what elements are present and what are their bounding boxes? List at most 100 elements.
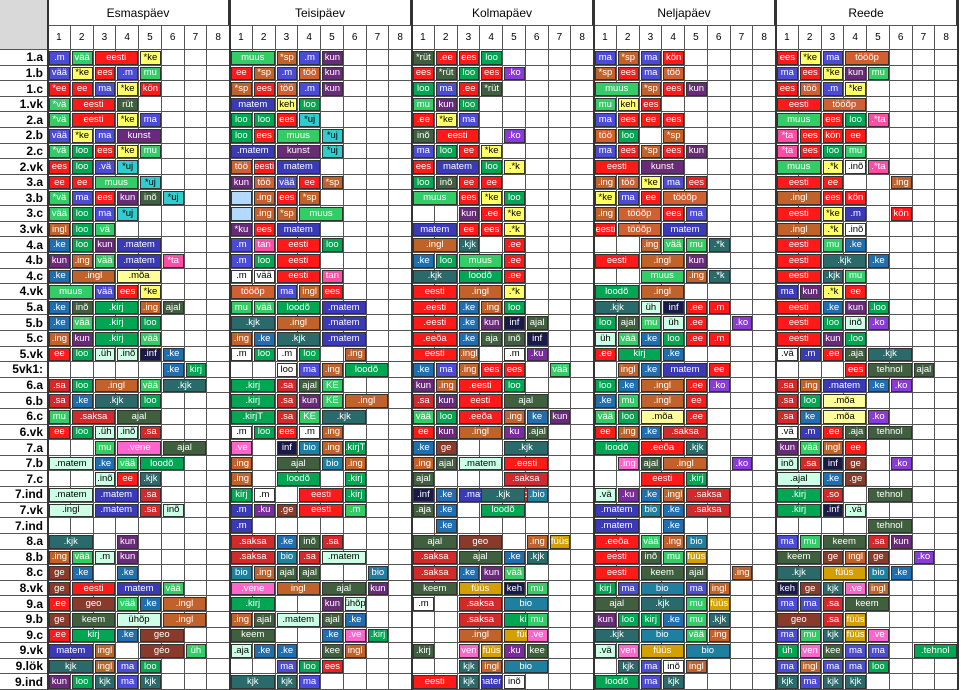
lesson-block[interactable]: mu (140, 66, 161, 81)
lesson-block[interactable]: mu (617, 394, 639, 409)
lesson-block[interactable]: .m (231, 425, 252, 440)
lesson-block[interactable]: eesti (777, 97, 821, 112)
lesson-block[interactable]: kun (49, 253, 70, 268)
lesson-block[interactable]: matem (276, 222, 320, 237)
lesson-block[interactable]: bio (640, 581, 684, 596)
lesson-block[interactable]: ee (49, 425, 70, 440)
lesson-block[interactable]: .ke (71, 394, 93, 409)
lesson-block[interactable]: bio (640, 503, 662, 518)
lesson-block[interactable]: ees (504, 363, 525, 377)
lesson-block[interactable]: kirj (595, 581, 616, 596)
lesson-block[interactable]: tööõp (617, 207, 662, 221)
lesson-block[interactable]: kön (822, 129, 844, 143)
lesson-block[interactable]: .ing (322, 425, 343, 440)
lesson-block[interactable]: ees (481, 66, 502, 81)
lesson-block[interactable]: .m (344, 503, 366, 518)
lesson-block[interactable]: tööõp (617, 222, 662, 237)
lesson-block[interactable]: eesti (413, 675, 457, 689)
lesson-block[interactable]: *ke (71, 129, 93, 143)
lesson-block[interactable]: füüs (458, 581, 502, 596)
lesson-block[interactable]: *vä (49, 191, 70, 206)
lesson-block[interactable]: loo (71, 144, 93, 159)
lesson-block[interactable]: mu (413, 97, 434, 112)
lesson-block[interactable]: .aja (845, 347, 866, 362)
lesson-block[interactable]: .kirjT (231, 410, 275, 424)
lesson-block[interactable]: ees (845, 363, 866, 377)
lesson-block[interactable]: vää (117, 597, 138, 611)
lesson-block[interactable]: *uj (322, 129, 343, 143)
lesson-block[interactable]: keem (71, 612, 116, 627)
lesson-block[interactable]: .*k (822, 222, 844, 237)
lesson-block[interactable]: füüs (845, 612, 866, 627)
lesson-block[interactable]: .ee (822, 347, 844, 362)
lesson-block[interactable]: .ing (686, 269, 707, 284)
lesson-block[interactable]: .m (708, 300, 730, 315)
lesson-block[interactable]: kön (890, 207, 912, 221)
lesson-block[interactable]: .ing (526, 534, 548, 549)
lesson-block[interactable]: ajal (322, 581, 366, 596)
lesson-block[interactable]: ge (868, 550, 889, 565)
lesson-block[interactable]: vää (799, 441, 821, 455)
lesson-block[interactable]: üh (185, 644, 207, 658)
lesson-block[interactable]: .ing (640, 238, 662, 252)
lesson-block[interactable]: .saksa (458, 612, 502, 627)
lesson-block[interactable]: inõ (140, 191, 161, 206)
lesson-block[interactable]: *vä (49, 144, 70, 159)
lesson-block[interactable]: .sa (140, 503, 161, 518)
lesson-block[interactable]: ees (94, 144, 116, 159)
lesson-block[interactable]: vää (117, 456, 138, 471)
lesson-block[interactable]: .sa (140, 488, 161, 502)
lesson-block[interactable]: *ke (845, 82, 866, 96)
lesson-block[interactable]: .ku (253, 503, 275, 518)
lesson-block[interactable]: .sa (799, 456, 821, 471)
lesson-block[interactable]: loo (822, 144, 844, 159)
lesson-block[interactable]: kun (94, 238, 116, 252)
lesson-block[interactable]: .ve (526, 628, 548, 643)
lesson-block[interactable]: ee (708, 363, 730, 377)
lesson-block[interactable]: inõ (504, 331, 525, 346)
lesson-block[interactable]: .m (708, 331, 730, 346)
lesson-block[interactable]: loodõ (595, 285, 639, 299)
lesson-block[interactable]: .kirj (231, 597, 275, 611)
lesson-block[interactable]: ee (299, 175, 320, 190)
lesson-block[interactable]: loo (458, 97, 480, 112)
lesson-block[interactable]: ajal (253, 612, 275, 627)
lesson-block[interactable]: .m (231, 347, 252, 362)
lesson-block[interactable]: bio (686, 534, 707, 549)
lesson-block[interactable]: *ta (162, 253, 184, 268)
lesson-block[interactable]: .ke (595, 394, 616, 409)
lesson-block[interactable]: tehnol (868, 488, 912, 502)
lesson-block[interactable]: *sp (322, 175, 343, 190)
lesson-block[interactable]: .matem (322, 300, 366, 315)
lesson-block[interactable]: .m (231, 238, 252, 252)
lesson-block[interactable]: kun (117, 191, 138, 206)
lesson-block[interactable]: .ingl (276, 316, 320, 330)
lesson-block[interactable]: kun (845, 300, 866, 315)
lesson-block[interactable]: loo (71, 347, 93, 362)
lesson-block[interactable]: tan (253, 238, 275, 252)
lesson-block[interactable]: .ke (413, 363, 434, 377)
lesson-block[interactable]: .ke (276, 644, 298, 658)
lesson-block[interactable]: .ke (435, 503, 457, 518)
lesson-block[interactable]: .kirjT (344, 441, 366, 455)
lesson-block[interactable]: *sp (663, 129, 684, 143)
lesson-block[interactable]: ee (845, 129, 866, 143)
lesson-block[interactable]: .ke (868, 378, 889, 393)
lesson-block[interactable]: .inõ (94, 472, 116, 487)
lesson-block[interactable]: .eeõa (595, 534, 639, 549)
lesson-block[interactable]: inõ (640, 550, 662, 565)
lesson-block[interactable]: mu (822, 238, 844, 252)
lesson-block[interactable]: .matem (595, 503, 639, 518)
lesson-block[interactable]: ees (777, 51, 798, 65)
lesson-block[interactable]: matem (413, 222, 457, 237)
lesson-block[interactable]: *ke (117, 82, 138, 96)
lesson-block[interactable]: ees (640, 97, 662, 112)
lesson-block[interactable]: *ke (504, 207, 525, 221)
lesson-block[interactable]: ees (799, 129, 821, 143)
lesson-block[interactable]: *ke (799, 51, 821, 65)
lesson-block[interactable]: inõ (845, 316, 866, 330)
lesson-block[interactable]: .matem (94, 488, 138, 502)
lesson-block[interactable]: *ke (640, 175, 662, 190)
lesson-block[interactable]: .ingl (458, 347, 480, 362)
lesson-block[interactable]: .saksa (231, 534, 275, 549)
